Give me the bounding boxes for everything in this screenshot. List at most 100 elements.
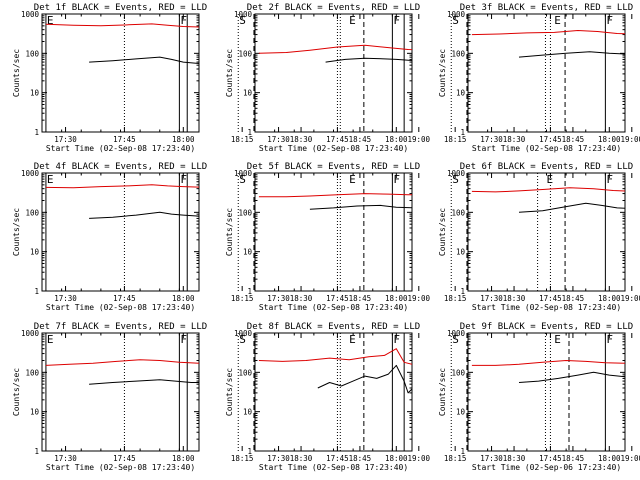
detector-panel-6: Det 6f BLACK = Events, RED = LLD 1 10 100 10…	[438, 162, 633, 312]
x-axis-label: Start Time (02-Sep-08 17:23:40)	[259, 303, 408, 312]
y-tick-label: 1000	[447, 329, 466, 338]
y-tick-label: 10	[30, 408, 40, 417]
x-tick-label: 18:45	[562, 294, 585, 303]
series-group	[471, 360, 625, 383]
lld-series-line	[348, 14, 419, 22]
phase-marker-E: E	[554, 14, 561, 27]
detector-panel-2: Det 2f BLACK = Events, RED = LLD 1 10 100 10…	[225, 3, 640, 153]
x-axis-label: Start Time (02-Sep-08 17:23:40)	[46, 144, 195, 153]
x-tick-label: 18:15	[444, 454, 467, 463]
lld-series-line	[45, 23, 199, 28]
x-tick-label: 19:00	[621, 294, 640, 303]
x-axis-label: Start Time (02-Sep-08 17:23:40)	[259, 463, 408, 472]
phase-marker-F: F	[606, 14, 613, 27]
series-group	[258, 193, 412, 210]
y-axis-label: Counts/sec	[225, 49, 234, 97]
detector-panel-4: Det 4f BLACK = Events, RED = LLD 1 10 100 10…	[12, 162, 431, 312]
panel-title: Det 3f BLACK = Events, RED = LLD	[460, 3, 633, 13]
plot-frame	[254, 13, 413, 133]
y-tick-label: 1000	[234, 329, 253, 338]
events-series-line	[89, 379, 199, 385]
y-tick-label: 1	[460, 128, 465, 137]
phase-marker-F: F	[180, 333, 187, 346]
detector-panel-9: Det 9f BLACK = Events, RED = LLD 1 10 100 10…	[438, 322, 633, 472]
lld-series-line	[526, 333, 632, 359]
y-tick-label: 100	[25, 208, 39, 217]
phase-marker-E: E	[546, 173, 553, 186]
y-tick-label: 1	[247, 447, 252, 456]
y-tick-label: 100	[451, 49, 465, 58]
x-tick-label: 17:45	[113, 294, 136, 303]
x-tick-label: 18:15	[231, 454, 254, 463]
series-group	[45, 14, 419, 64]
panel-title: Det 1f BLACK = Events, RED = LLD	[34, 3, 207, 13]
x-tick-label: 17:30	[480, 454, 503, 463]
x-tick-label: 17:30	[54, 294, 77, 303]
y-tick-label: 1000	[21, 10, 40, 19]
panel-title: Det 5f BLACK = Events, RED = LLD	[247, 162, 420, 172]
phase-marker-E: E	[349, 173, 356, 186]
phase-marker-F: F	[606, 173, 613, 186]
events-series-line	[317, 364, 412, 394]
series-group	[258, 44, 412, 63]
lld-series-line	[258, 348, 412, 365]
x-tick-label: 17:45	[326, 294, 349, 303]
x-tick-label: 17:30	[480, 294, 503, 303]
phase-marker-F: F	[180, 173, 187, 186]
x-tick-label: 18:00	[172, 135, 195, 144]
lld-series-line	[258, 44, 412, 54]
y-axis-label: Counts/sec	[225, 368, 234, 416]
series-group	[471, 30, 625, 58]
x-axis-label: Start Time (02-Sep-08 17:23:40)	[46, 303, 195, 312]
x-tick-label: 18:00	[598, 454, 621, 463]
y-axis-label: Counts/sec	[438, 208, 447, 256]
x-tick-label: 18:45	[349, 135, 372, 144]
y-tick-label: 10	[243, 89, 253, 98]
lld-series-line	[45, 184, 199, 189]
x-tick-label: 17:30	[54, 454, 77, 463]
phase-marker-S: S	[239, 14, 246, 27]
phase-marker-F: F	[393, 14, 400, 27]
series-group	[258, 333, 632, 394]
panel-title: Det 4f BLACK = Events, RED = LLD	[34, 162, 207, 172]
detector-panel-7: Det 7f BLACK = Events, RED = LLD 1 10 100 10…	[12, 322, 431, 472]
y-tick-label: 1	[247, 287, 252, 296]
y-tick-label: 1	[34, 447, 39, 456]
plot-frame	[254, 172, 413, 292]
x-tick-label: 18:00	[385, 454, 408, 463]
y-tick-label: 1000	[234, 169, 253, 178]
x-axis-label: Start Time (02-Sep-08 17:23:40)	[46, 463, 195, 472]
x-tick-label: 17:45	[539, 135, 562, 144]
x-tick-label: 18:00	[385, 135, 408, 144]
plot-frame	[467, 172, 626, 292]
detector-panel-8: Det 8f BLACK = Events, RED = LLD 1 10 100 10…	[225, 322, 640, 472]
y-axis-label: Counts/sec	[438, 368, 447, 416]
y-tick-label: 1	[34, 128, 39, 137]
x-tick-label: 18:45	[349, 454, 372, 463]
y-tick-label: 100	[451, 368, 465, 377]
x-tick-label: 17:30	[54, 135, 77, 144]
phase-marker-E: E	[554, 333, 561, 346]
x-tick-label: 19:00	[408, 135, 431, 144]
x-tick-label: 18:00	[385, 294, 408, 303]
phase-marker-S: S	[239, 333, 246, 346]
x-tick-label: 18:15	[444, 135, 467, 144]
x-tick-label: 17:30	[267, 135, 290, 144]
y-tick-label: 1000	[447, 169, 466, 178]
phase-marker-E: E	[47, 333, 54, 346]
lld-series-line	[471, 187, 625, 193]
lld-series-line	[348, 173, 419, 181]
y-tick-label: 100	[238, 368, 252, 377]
y-tick-label: 100	[238, 208, 252, 217]
panel-title: Det 6f BLACK = Events, RED = LLD	[460, 162, 633, 172]
series-group	[45, 359, 199, 385]
detector-panel-3: Det 3f BLACK = Events, RED = LLD 1 10 100 10…	[438, 3, 633, 153]
x-tick-label: 18:00	[172, 454, 195, 463]
y-tick-label: 1000	[21, 169, 40, 178]
phase-marker-E: E	[47, 173, 54, 186]
x-tick-label: 17:45	[113, 454, 136, 463]
y-tick-label: 10	[456, 408, 466, 417]
x-tick-label: 18:30	[503, 135, 526, 144]
phase-marker-F: F	[606, 333, 613, 346]
x-tick-label: 18:30	[503, 454, 526, 463]
